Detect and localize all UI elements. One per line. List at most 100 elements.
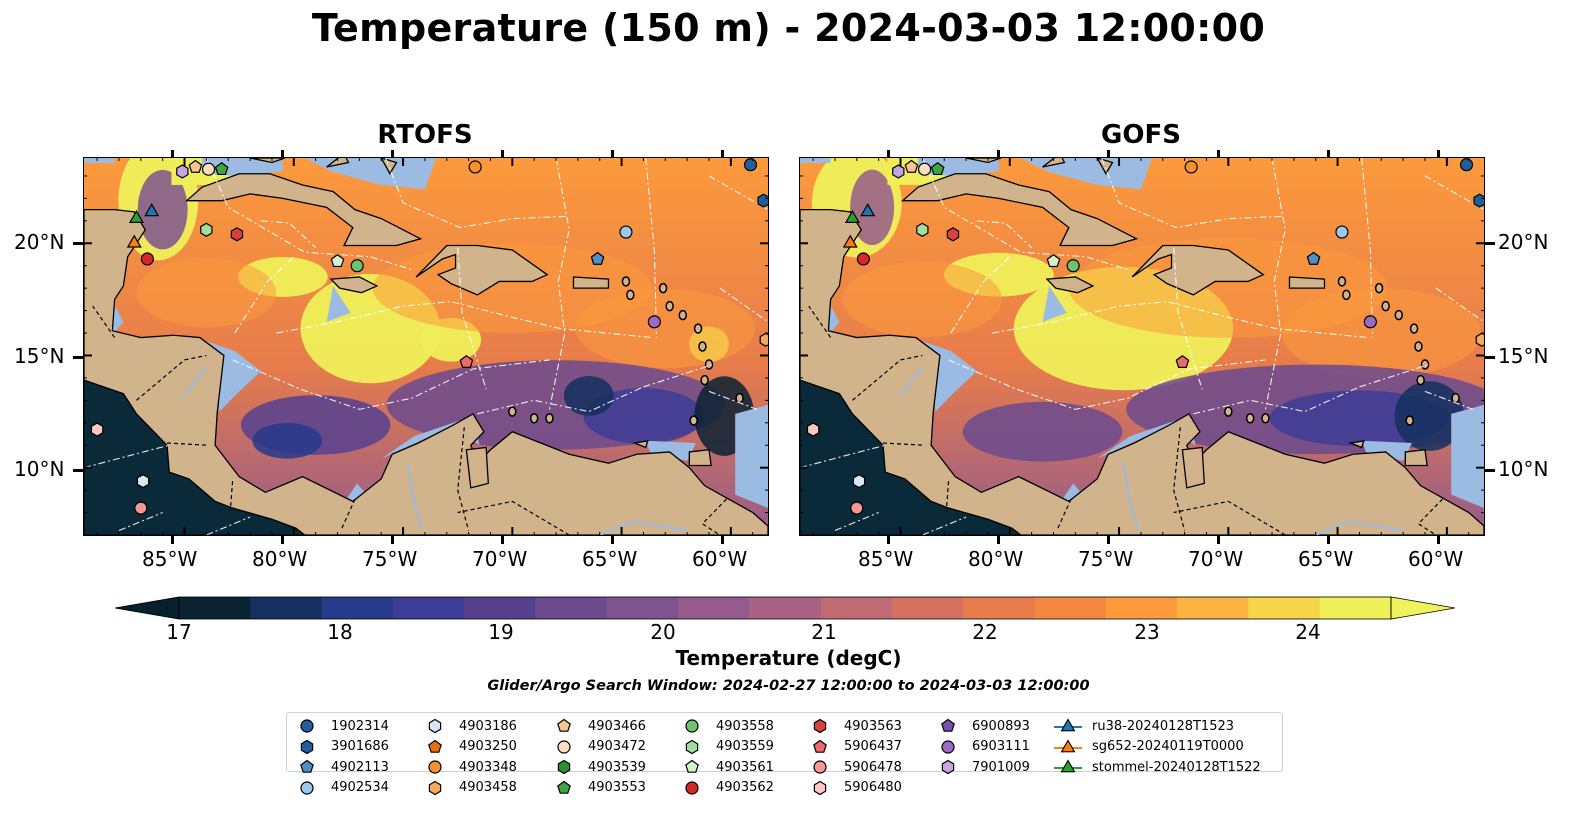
legend-marker-icon (1054, 718, 1082, 732)
legend-marker-icon (300, 760, 314, 774)
legend-marker-icon (1054, 759, 1082, 773)
lon-outer-tick (721, 150, 724, 157)
cool-anomaly (252, 422, 323, 459)
temperature-patch (136, 257, 277, 328)
colorbar-bin (321, 597, 394, 619)
legend-hexagon-marker (685, 739, 699, 754)
lon-outer-tick (1327, 150, 1330, 157)
legend-label: 5906478 (844, 759, 902, 775)
land-florida (965, 158, 1002, 164)
platform-hexagon-marker (916, 222, 929, 237)
platform-pentagon-marker (590, 251, 605, 265)
river (183, 366, 208, 397)
eez-boundary (643, 363, 714, 388)
colorbar-bin (678, 597, 750, 619)
platform-triangle-marker (128, 209, 144, 223)
legend-entry: 3901686 (291, 737, 389, 758)
lon-label-65w-rtofs: 65°W (582, 547, 638, 571)
rtofs-map (83, 157, 769, 536)
legend-label: 4903562 (716, 780, 774, 796)
colorbar-frame (178, 596, 1392, 620)
legend-marker-icon (557, 719, 571, 733)
eez-boundary (1101, 158, 1284, 229)
legend-hexagon-marker (428, 780, 442, 795)
legend-circle-marker (428, 760, 442, 774)
platform-circle-marker (201, 162, 216, 176)
gulf-water (800, 158, 831, 163)
lon-outer-tick (391, 150, 394, 157)
lon-outer-tick (281, 150, 284, 157)
legend-marker-icon (300, 781, 314, 795)
eez-boundary (385, 158, 568, 229)
legend-column: 4903558 4903559 4903561 4903562 (676, 716, 774, 798)
colorbar-bin (179, 597, 251, 619)
lon-label-85w-gofs: 85°W (858, 547, 914, 571)
eez-boundary (84, 444, 170, 469)
land-jamaica (329, 276, 379, 294)
island (735, 392, 744, 404)
lon-outer-tick (887, 150, 890, 157)
legend-circle-marker (557, 740, 571, 754)
cbar-tick-18: 18 (327, 620, 353, 644)
land-florida (249, 158, 286, 164)
panel-title-gofs: GOFS (1101, 120, 1181, 150)
platform-circle-marker (647, 315, 661, 329)
island (698, 341, 707, 352)
cool-anomaly (583, 388, 704, 444)
legend-marker-icon (1054, 739, 1082, 753)
land-bahamas-2 (1096, 158, 1114, 176)
legend-entry: ru38-20240128T1523 (1052, 716, 1261, 737)
cbar-tick-17: 17 (166, 620, 192, 644)
legend-entry: 4903553 (548, 778, 646, 799)
legend-label: 5906480 (844, 780, 902, 796)
platform-circle-marker (468, 160, 482, 174)
platform-hexagon-marker (757, 193, 768, 208)
land-puerto-rico (572, 276, 610, 289)
legend-hexagon-marker (428, 719, 442, 734)
legend-pentagon-marker (428, 739, 442, 753)
eez-boundary (921, 158, 1131, 271)
legend-entry: 4903563 (804, 716, 902, 737)
platform-hexagon-marker (90, 422, 104, 437)
cbar-tick-20: 20 (650, 620, 676, 644)
island (1374, 282, 1384, 294)
eez-boundary (948, 359, 1266, 410)
platform-hexagon-marker (1475, 332, 1484, 347)
temperature-patch (842, 261, 1003, 338)
legend-label: 4903553 (588, 780, 646, 796)
cool-anomaly (962, 401, 1123, 462)
land-trinidad (1404, 449, 1428, 467)
legend-label: 3901686 (331, 739, 389, 755)
legend-entry: 4903562 (676, 778, 774, 799)
rtofs-map-canvas (84, 158, 768, 535)
lat-label-20n-right: 20°N (1498, 230, 1549, 254)
island (1451, 392, 1460, 404)
land-bahamas-1 (1042, 158, 1066, 168)
colorbar-bin (1248, 597, 1321, 619)
river (406, 463, 424, 531)
platform-triangle-marker (844, 209, 860, 223)
river (599, 520, 688, 535)
legend-label: 4902113 (331, 759, 389, 775)
eez-boundary (205, 158, 415, 271)
legend-label: 4903458 (459, 780, 517, 796)
land-hispaniola (415, 244, 549, 296)
legend-pentagon-marker (557, 719, 571, 733)
legend-marker-icon (428, 719, 442, 734)
platform-circle-marker (350, 259, 364, 273)
lat-outer-tick (1485, 242, 1495, 245)
platform-triangle-marker (842, 234, 858, 248)
legend-entry: 6900893 (932, 716, 1030, 737)
lon-outer-tick (501, 536, 504, 544)
country-border (229, 481, 234, 511)
legend-label: 4903348 (459, 759, 517, 775)
lat-label-10n-right: 10°N (1498, 457, 1549, 481)
colorbar-under-extension (115, 596, 180, 620)
eez-boundary (1359, 363, 1430, 388)
island (529, 413, 539, 424)
legend-triangle-marker (1060, 739, 1076, 753)
platform-circle-marker (1066, 259, 1080, 273)
legend-pentagon-marker (557, 780, 571, 794)
colorbar-bin (606, 597, 679, 619)
shelf-water (1451, 404, 1484, 509)
